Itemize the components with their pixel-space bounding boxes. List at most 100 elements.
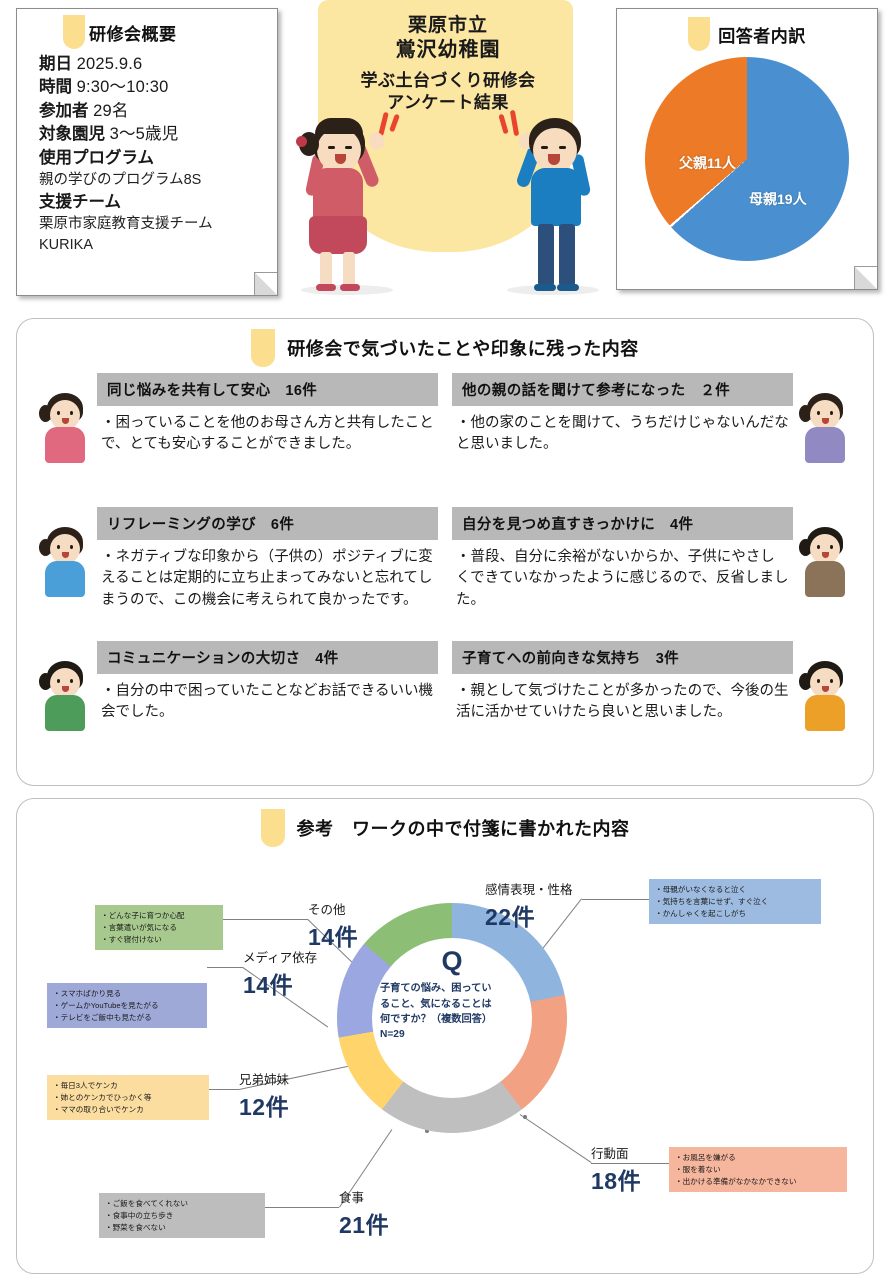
- callout-behavior: 行動面 18件: [591, 1143, 641, 1196]
- respondents-title: 回答者内訳: [718, 26, 806, 46]
- note-line: ・かんしゃくを起こしがち: [655, 908, 747, 918]
- feedback-item: 同じ悩みを共有して安心 16件・困っていることを他のお母さん方と共有したことで、…: [37, 373, 438, 503]
- feedback-item: 他の親の話を聞けて参考になった ２件 ・他の家のことを聞けて、うちだけじゃないんだ…: [452, 373, 853, 503]
- feedback-item: 子育てへの前向きな気持ち 3件 ・親として気づけたことが多かったので、今後の生活に…: [452, 641, 853, 771]
- note-box-sibling: ・毎日3人でケンカ・姉とのケンカでひっかく等 ・ママの取り合いでケンカ: [47, 1075, 209, 1121]
- feedback-title: 研修会で気づいたことや印象に残った内容: [287, 339, 639, 359]
- feedback-item-text: ・普段、自分に余裕がないからか、子供にやさしくできていなかったように感じるので、…: [456, 549, 789, 608]
- title-text-group: 栗原市立 鴬沢幼稚園 学ぶ土台づくり研修会 アンケート結果: [283, 14, 613, 115]
- yellow-tab-icon: [260, 809, 285, 847]
- callout-emotion: 感情表現・性格 22件: [485, 879, 573, 932]
- callout-media-name: メディア依存: [243, 951, 318, 965]
- overview-row-children: 対象園児 3〜5歳児: [39, 123, 267, 146]
- note-line: ・気持ちを言葉にせず、すぐ泣く: [655, 896, 769, 906]
- donut-chart: Q 子育ての悩み、困ってい ること、気になることは 何ですか？（複数回答） N=…: [337, 903, 567, 1133]
- overview-value-children: 3〜5歳児: [109, 125, 179, 144]
- callout-media: メディア依存 14件: [243, 947, 317, 1000]
- respondents-pie-chart: 母親19人 父親11人: [645, 57, 849, 261]
- callout-emotion-name: 感情表現・性格: [485, 883, 573, 897]
- feedback-heading: 研修会で気づいたことや印象に残った内容: [31, 329, 859, 367]
- feedback-item-heading: 自分を見つめ直すきっかけに 4件: [452, 507, 793, 540]
- note-line: ・母親がいなくなると泣く: [655, 885, 747, 894]
- overview-list: 期日 2025.9.6 時間 9:30〜10:30 参加者 29名 対象園児 3…: [27, 53, 267, 255]
- overview-row-participants: 参加者 29名: [39, 100, 267, 123]
- yellow-tab-icon: [63, 15, 85, 49]
- donut-stage: Q 子育ての悩み、困ってい ること、気になることは 何ですか？（複数回答） N=…: [17, 847, 875, 1267]
- donut-q-mark: Q: [441, 946, 463, 976]
- donut-center: Q 子育ての悩み、困ってい ること、気になることは 何ですか？（複数回答） N=…: [372, 938, 532, 1098]
- callout-behavior-name: 行動面: [591, 1147, 629, 1161]
- feedback-item-text: ・ネガティブな印象から（子供の）ポジティブに変えることは定期的に立ち止まってみな…: [101, 549, 433, 608]
- yellow-tab-icon: [688, 17, 711, 51]
- note-line: ・スマホばかり見る: [53, 989, 122, 998]
- father-green-icon: [37, 659, 93, 733]
- note-line: ・毎日3人でケンカ: [53, 1081, 118, 1090]
- note-line: ・テレビをご飯中も見たがる: [53, 1012, 152, 1022]
- overview-program-label-text: 使用プログラム: [39, 148, 155, 167]
- overview-value-date: 2025.9.6: [76, 55, 143, 73]
- note-box-media: ・スマホばかり見る ・ゲームかYouTubeを見たがる ・テレビをご飯中も見たがる: [47, 983, 207, 1029]
- feedback-body: 他の親の話を聞けて参考になった ２件 ・他の家のことを聞けて、うちだけじゃないんだ…: [452, 373, 793, 456]
- overview-row-date: 期日 2025.9.6: [39, 53, 267, 76]
- mother-purple-icon: [797, 391, 853, 465]
- overview-program-value: 親の学びのプログラム8S: [39, 172, 202, 189]
- callout-meal-name: 食事: [339, 1191, 365, 1205]
- note-box-meal: ・ご飯を食べてくれない ・食事中の立ち歩き ・野菜を食べない: [99, 1193, 265, 1239]
- leader-line-other: [220, 919, 308, 920]
- yellow-tab-icon: [251, 329, 276, 367]
- overview-row-time: 時間 9:30〜10:30: [39, 76, 267, 99]
- notes-heading: 参考 ワークの中で付箋に書かれた内容: [17, 809, 873, 847]
- note-line: ・野菜を食べない: [105, 1222, 166, 1232]
- pie-shape: [645, 57, 849, 261]
- note-line: ・お風呂を嫌がる: [675, 1153, 736, 1162]
- feedback-item-text: ・他の家のことを聞けて、うちだけじゃないんだなと思いました。: [456, 415, 789, 453]
- respondents-heading: 回答者内訳: [617, 17, 877, 51]
- overview-team-label: 支援チーム: [39, 191, 267, 214]
- note-line: ・どんな子に育つか心配: [101, 911, 185, 920]
- overview-value-participants: 29名: [93, 101, 129, 120]
- callout-other-name: その他: [308, 903, 346, 917]
- feedback-item-text: ・困っていることを他のお母さん方と共有したことで、とても安心することができました…: [101, 415, 434, 453]
- feedback-item: リフレーミングの学び 6件・ネガティブな印象から（子供の）ポジティブに変えること…: [37, 507, 438, 637]
- note-box-emotion: ・母親がいなくなると泣く・気持ちを言葉にせず、すぐ泣く ・かんしゃくを起こしがち: [649, 879, 821, 925]
- callout-emotion-count: 22件: [485, 904, 536, 930]
- callout-behavior-count: 18件: [591, 1168, 642, 1194]
- note-line: ・食事中の立ち歩き: [105, 1210, 174, 1220]
- overview-label-time: 時間: [39, 78, 72, 97]
- feedback-section: 研修会で気づいたことや印象に残った内容 同じ悩みを共有して安心 16件・困ってい…: [16, 318, 874, 786]
- title-line-event: 学ぶ土台づくり研修会: [360, 71, 536, 91]
- note-box-other: ・どんな子に育つか心配 ・言葉遣いが気になる ・すぐ寝付けない: [95, 905, 223, 951]
- feedback-item-text: ・自分の中で困っていたことなどお話できるいい機会でした。: [101, 683, 434, 721]
- note-line: ・ママの取り合いでケンカ: [53, 1104, 144, 1114]
- feedback-item-heading: リフレーミングの学び 6件: [97, 507, 438, 540]
- feedback-item-heading: 同じ悩みを共有して安心 16件: [97, 373, 438, 406]
- mother-pink-icon: [37, 391, 93, 465]
- overview-program-label: 使用プログラム: [39, 147, 267, 170]
- title-line-survey: アンケート結果: [387, 93, 509, 113]
- leader-line-emotion: [582, 899, 650, 900]
- overview-title: 研修会概要: [89, 24, 177, 44]
- note-line: ・すぐ寝付けない: [101, 934, 162, 944]
- callout-sibling-name: 兄弟姉妹: [239, 1073, 290, 1087]
- notes-section: 参考 ワークの中で付箋に書かれた内容: [16, 798, 874, 1274]
- callout-other: その他 14件: [308, 899, 358, 952]
- pie-label-father: 父親11人: [679, 155, 736, 171]
- leader-dot-meal: [425, 1129, 429, 1133]
- feedback-body: リフレーミングの学び 6件・ネガティブな印象から（子供の）ポジティブに変えること…: [97, 507, 438, 611]
- overview-heading: 研修会概要: [27, 15, 267, 49]
- father-brown-icon: [797, 525, 853, 599]
- feedback-body: 同じ悩みを共有して安心 16件・困っていることを他のお母さん方と共有したことで、…: [97, 373, 438, 456]
- leader-line-media: [207, 967, 243, 968]
- note-line: ・姉とのケンカでひっかく等: [53, 1092, 152, 1102]
- leader-dot-behavior: [523, 1115, 527, 1119]
- feedback-item-heading: 子育てへの前向きな気持ち 3件: [452, 641, 793, 674]
- feedback-body: 自分を見つめ直すきっかけに 4件・普段、自分に余裕がないからか、子供にやさしくで…: [452, 507, 793, 611]
- title-card: 栗原市立 鴬沢幼稚園 学ぶ土台づくり研修会 アンケート結果: [283, 0, 613, 305]
- callout-sibling: 兄弟姉妹 12件: [239, 1069, 289, 1122]
- feedback-body: 子育てへの前向きな気持ち 3件 ・親として気づけたことが多かったので、今後の生活に…: [452, 641, 793, 724]
- feedback-grid: 同じ悩みを共有して安心 16件・困っていることを他のお母さん方と共有したことで、…: [31, 373, 859, 771]
- note-line: ・言葉遣いが気になる: [101, 922, 177, 932]
- donut-question-line2: ること、気になることは: [380, 998, 492, 1010]
- note-line: ・服を着ない: [675, 1164, 721, 1174]
